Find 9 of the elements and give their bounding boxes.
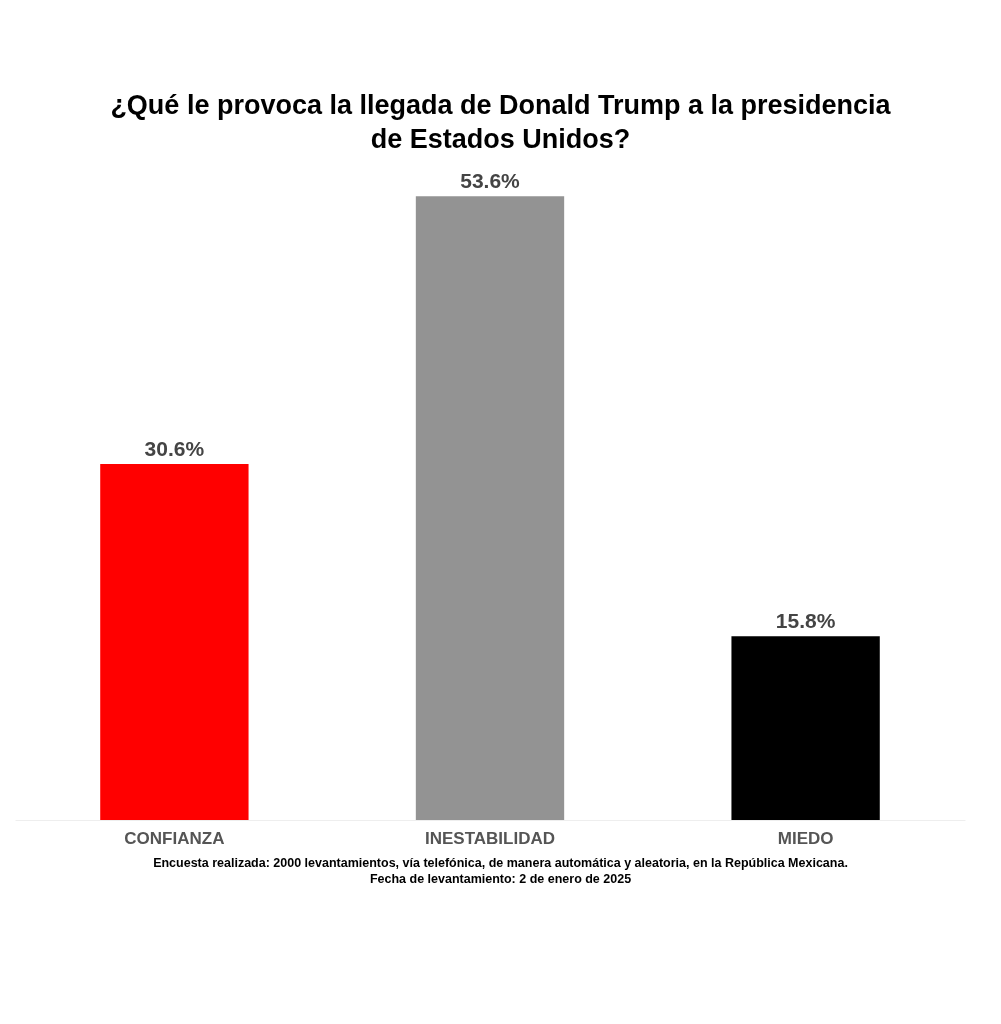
data-label: 53.6% bbox=[460, 169, 521, 193]
x-tick-label: CONFIANZA bbox=[124, 828, 225, 848]
text: Encuesta realizada: 2000 levantamientos, vía telefónica, de manera automática y aleatoria, en la República Mexicana. bbox=[152, 855, 849, 871]
x-tick-label: INESTABILIDAD bbox=[424, 828, 556, 848]
chart-title: ¿Qué le provoca la llegada de Donald Trump a la presidencia de Estados Unidos? bbox=[109, 89, 892, 156]
x-tick-label: MIEDO bbox=[777, 828, 834, 848]
data-label: 15.8% bbox=[775, 609, 836, 633]
data-label: 30.6% bbox=[144, 436, 205, 460]
text: Fecha de levantamiento: 2 de enero de 2025 bbox=[368, 871, 633, 887]
